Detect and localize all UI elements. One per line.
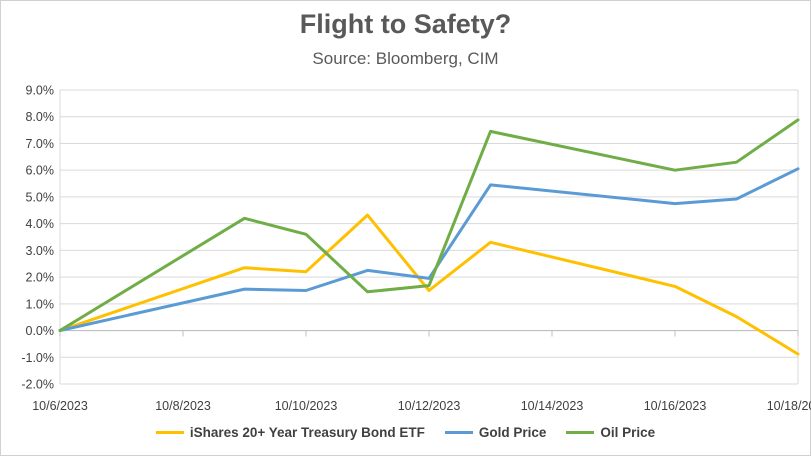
legend-swatch	[155, 431, 184, 434]
y-tick-label: -1.0%	[21, 351, 54, 365]
x-tick-label: 10/18/2023	[767, 399, 811, 413]
legend-swatch	[444, 431, 473, 434]
x-tick-labels: 10/6/2023 10/8/2023 10/10/2023 10/12/2023 10…	[32, 399, 811, 413]
legend-swatch	[566, 431, 595, 434]
x-tick-label: 10/12/2023	[398, 399, 461, 413]
legend-label: iShares 20+ Year Treasury Bond ETF	[189, 425, 425, 440]
legend-label: Oil Price	[600, 425, 656, 440]
x-tick-label: 10/6/2023	[32, 399, 88, 413]
y-tick-label: 3.0%	[26, 244, 55, 258]
y-tick-label: 1.0%	[26, 297, 55, 311]
y-tick-label: 4.0%	[26, 217, 55, 231]
series-line-ishares-20-year-treasury-bond-etf	[58, 213, 800, 356]
series-lines	[58, 118, 800, 356]
legend-label: Gold Price	[478, 425, 547, 440]
x-tick-label: 10/16/2023	[644, 399, 707, 413]
y-tick-label: 2.0%	[26, 271, 55, 285]
chart-title: Flight to Safety?	[299, 9, 512, 39]
legend-item: iShares 20+ Year Treasury Bond ETF	[155, 425, 425, 440]
y-tick-label: 6.0%	[26, 164, 55, 178]
y-tick-label: 8.0%	[26, 110, 55, 124]
y-tick-label: 9.0%	[26, 84, 55, 98]
axes	[59, 90, 799, 384]
x-tick-label: 10/8/2023	[155, 399, 211, 413]
gridlines	[60, 89, 798, 385]
legend: iShares 20+ Year Treasury Bond ETF Gold P…	[0, 425, 811, 440]
y-tick-label: -2.0%	[21, 378, 54, 392]
legend-item: Oil Price	[566, 425, 655, 440]
y-tick-label: 7.0%	[26, 137, 55, 151]
x-tick-label: 10/10/2023	[275, 399, 338, 413]
series-line-oil-price	[58, 118, 800, 332]
y-tick-label: 0.0%	[26, 324, 55, 338]
y-tick-labels: -2.0% -1.0% 0.0% 1.0% 2.0% 3.0% 4.0% 5.0% 6.0% 7.…	[21, 84, 54, 392]
chart-subtitle: Source: Bloomberg, CIM	[312, 49, 499, 68]
y-tick-label: 5.0%	[26, 190, 55, 204]
legend-item: Gold Price	[444, 425, 547, 440]
x-tick-label: 10/14/2023	[521, 399, 584, 413]
series-line-gold-price	[58, 167, 800, 332]
